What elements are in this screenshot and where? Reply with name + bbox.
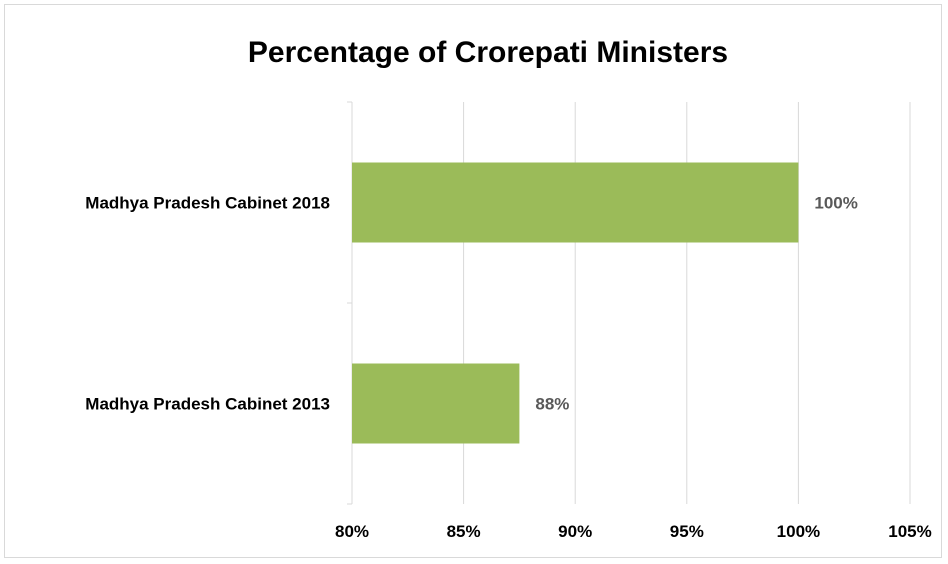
data-label: 88%: [535, 395, 569, 414]
x-tick-label: 90%: [558, 522, 592, 541]
x-tick-label: 85%: [447, 522, 481, 541]
category-axis: [347, 101, 353, 505]
chart-frame: [4, 4, 942, 558]
data-label: 100%: [814, 194, 857, 213]
bar: [352, 363, 520, 444]
x-tick-label: 95%: [670, 522, 704, 541]
category-label: Madhya Pradesh Cabinet 2018: [85, 194, 330, 213]
bar: [352, 162, 799, 243]
x-tick-label: 100%: [777, 522, 820, 541]
labels: 80% 85% 90% 95% 100% 105% Madhya Pradesh Cabin…: [85, 194, 931, 542]
gridlines: [463, 102, 911, 504]
bars: [352, 162, 799, 444]
chart-title: Percentage of Crorepati Ministers: [248, 36, 728, 69]
x-tick-label: 105%: [888, 522, 931, 541]
x-tick-label: 80%: [335, 522, 369, 541]
category-label: Madhya Pradesh Cabinet 2013: [85, 395, 330, 414]
